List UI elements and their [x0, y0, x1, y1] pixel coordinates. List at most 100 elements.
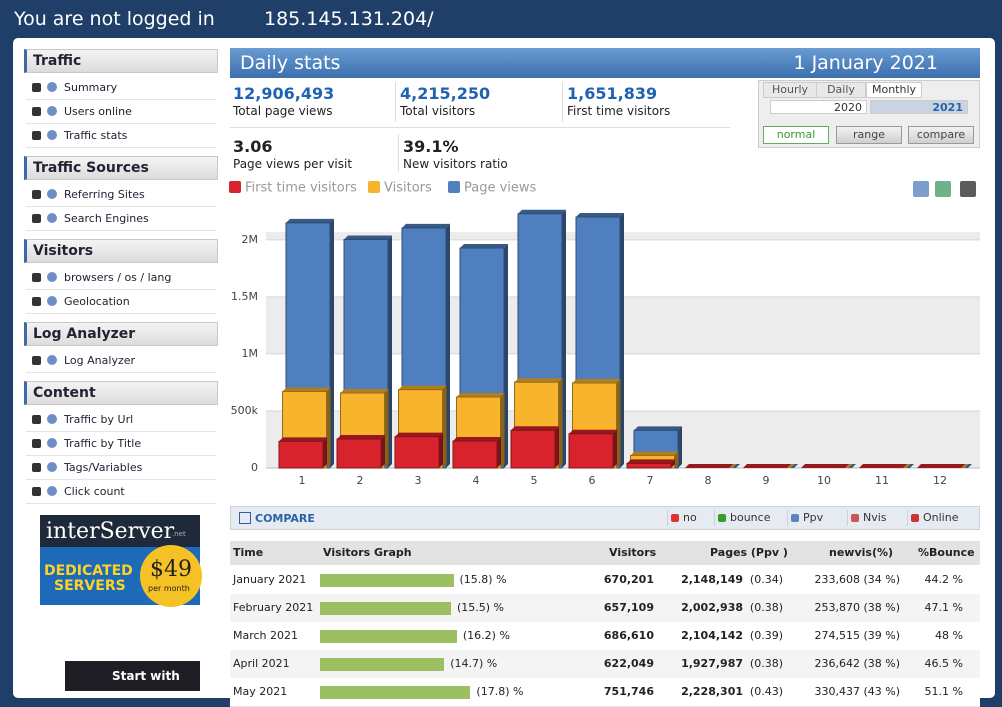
- ad-brand: interServer: [46, 519, 175, 544]
- nav-item[interactable]: Traffic by Title: [26, 433, 216, 456]
- cell-ppv: (0.43): [749, 685, 783, 698]
- ip-address: 185.145.131.204/: [264, 8, 434, 30]
- ad-line: DEDICATED: [44, 563, 133, 579]
- nav-item[interactable]: Summary: [26, 77, 216, 100]
- nav-icon: [47, 355, 57, 365]
- bar-top: [337, 435, 385, 440]
- section-header: Content: [24, 381, 218, 405]
- compare-icon: [851, 514, 859, 522]
- x-tick-label: 10: [817, 474, 831, 487]
- column-header: %Bounce: [918, 546, 975, 559]
- year-option[interactable]: 2021: [870, 100, 968, 114]
- lock-icon: [32, 131, 41, 140]
- bar-side: [558, 378, 563, 468]
- bar-top: [456, 393, 505, 398]
- compare-option[interactable]: no: [683, 511, 697, 524]
- bar-top: [453, 437, 501, 442]
- cell-newvis: 330,437 (43 %): [814, 685, 900, 698]
- stat-label: First time visitors: [567, 104, 671, 118]
- bar: [278, 440, 324, 469]
- cell-pages: 1,927,987: [681, 657, 743, 670]
- x-tick-label: 4: [473, 474, 480, 487]
- nav-item[interactable]: Click count: [26, 481, 216, 504]
- divider: [230, 127, 730, 128]
- column-header: Visitors: [609, 546, 657, 559]
- year-option[interactable]: 2020: [770, 100, 867, 114]
- period-tab[interactable]: Daily: [816, 82, 866, 98]
- period-tab[interactable]: Hourly: [763, 82, 817, 98]
- divider: [395, 82, 396, 122]
- mode-button[interactable]: compare: [908, 126, 974, 144]
- bar-top: [402, 223, 450, 228]
- cell-pages: 2,002,938: [681, 601, 743, 614]
- legend-swatch: [368, 181, 380, 193]
- cell-share: (14.7) %: [450, 657, 498, 670]
- nav-item[interactable]: Tags/Variables: [26, 457, 216, 480]
- compare-separator: [787, 510, 788, 526]
- compare-option[interactable]: Ppv: [803, 511, 824, 524]
- bar-top: [630, 451, 679, 456]
- nav-item[interactable]: browsers / os / lang: [26, 267, 216, 290]
- ad-circle: [140, 545, 202, 607]
- bar: [452, 440, 498, 469]
- cell-newvis: 233,608 (34 %): [814, 573, 900, 586]
- compare-option[interactable]: Nvis: [863, 511, 887, 524]
- period-tab[interactable]: Monthly: [866, 82, 922, 98]
- compare-option[interactable]: Online: [923, 511, 959, 524]
- nav-item[interactable]: Log Analyzer: [26, 350, 216, 373]
- bar-side: [674, 451, 679, 468]
- nav-item[interactable]: Traffic stats: [26, 125, 216, 148]
- bar-side: [555, 426, 559, 468]
- share-bar: [320, 602, 451, 615]
- nav-item[interactable]: Search Engines: [26, 208, 216, 231]
- share-bar: [320, 658, 445, 671]
- bar-side: [562, 209, 566, 468]
- nav-label: Click count: [64, 485, 125, 498]
- ad-banner[interactable]: interServer .net DEDICATED SERVERS $49 p…: [40, 515, 202, 607]
- cell-time: January 2021: [233, 573, 307, 586]
- compare-separator: [847, 510, 848, 526]
- mode-button[interactable]: range: [836, 126, 902, 144]
- nav-icon: [47, 296, 57, 306]
- nav-icon: [47, 272, 57, 282]
- section-header: Traffic: [24, 49, 218, 73]
- nav-item[interactable]: Geolocation: [26, 291, 216, 314]
- lock-icon: [32, 190, 41, 199]
- stat-label: Total page views: [233, 104, 333, 118]
- cell-time: March 2021: [233, 629, 299, 642]
- stat-value: 4,215,250: [400, 84, 491, 103]
- bar-top: [460, 244, 508, 249]
- stat-label: Page views per visit: [233, 157, 353, 171]
- nav-item[interactable]: Users online: [26, 101, 216, 124]
- bar-top: [917, 464, 965, 468]
- compare-label[interactable]: COMPARE: [255, 512, 315, 525]
- compare-separator: [714, 510, 715, 526]
- legend-label: Visitors: [384, 181, 432, 196]
- nav-item[interactable]: Referring Sites: [26, 184, 216, 207]
- nav-item[interactable]: Traffic by Url: [26, 409, 216, 432]
- nav-label: Referring Sites: [64, 188, 145, 201]
- lock-icon: [32, 214, 41, 223]
- bar-side: [620, 213, 624, 468]
- bar-top: [340, 389, 389, 394]
- bar: [626, 462, 672, 469]
- ad-line: SERVERS: [54, 578, 126, 594]
- nav-label: Traffic by Url: [64, 413, 134, 426]
- column-header: Visitors Graph: [323, 546, 412, 559]
- bar: [394, 436, 440, 469]
- x-tick-label: 3: [415, 474, 422, 487]
- ad-banner[interactable]: Start with: [65, 661, 200, 691]
- ad-period: per month: [148, 584, 190, 593]
- compare-bar: COMPARE no bounce Ppv Nvis Online: [230, 506, 980, 530]
- bar-side: [323, 437, 327, 468]
- cell-time: February 2021: [233, 601, 314, 614]
- cell-visitors: 657,109: [603, 601, 654, 614]
- nav-label: Summary: [64, 81, 118, 94]
- mode-button[interactable]: normal: [763, 126, 829, 144]
- login-status: You are not logged in: [14, 8, 215, 30]
- nav-icon: [47, 213, 57, 223]
- x-tick-label: 2: [357, 474, 364, 487]
- bar-top: [685, 464, 733, 468]
- compare-option[interactable]: bounce: [730, 511, 771, 524]
